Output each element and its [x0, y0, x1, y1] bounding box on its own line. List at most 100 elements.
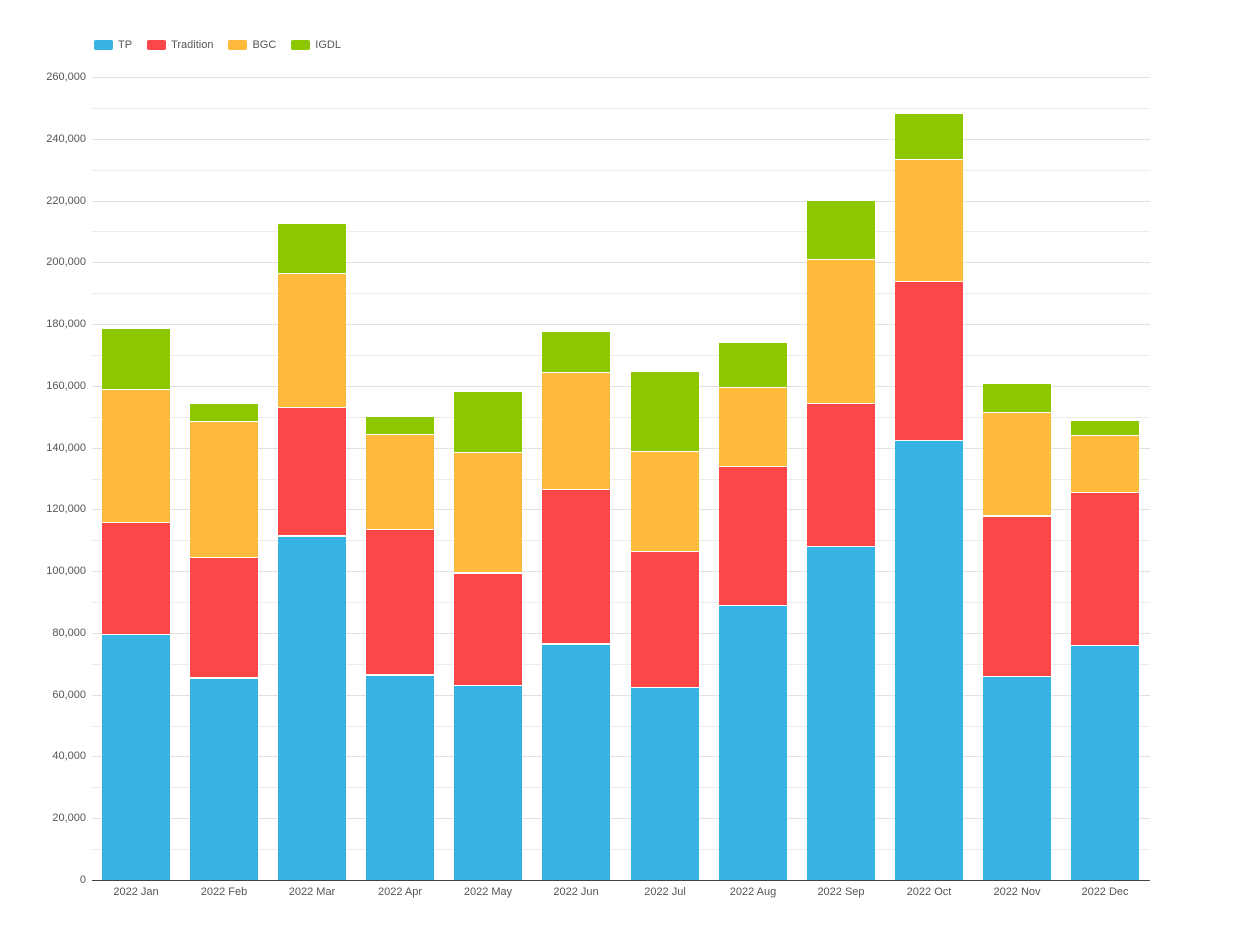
y-axis-label: 140,000 — [46, 442, 86, 454]
minor-gridline — [92, 849, 1150, 850]
bar-segment-tradition-2022-nov[interactable] — [983, 516, 1051, 677]
bar-segment-tp-2022-apr[interactable] — [366, 675, 434, 880]
bar-segment-tp-2022-mar[interactable] — [278, 536, 346, 880]
legend-label-tradition: Tradition — [171, 39, 214, 51]
bar-segment-bgc-2022-aug[interactable] — [719, 387, 787, 466]
bar-segment-tradition-2022-sep[interactable] — [807, 403, 875, 547]
bar-segment-bgc-2022-feb[interactable] — [190, 421, 258, 557]
major-gridline — [92, 818, 1150, 819]
segment-separator — [983, 412, 1051, 413]
major-gridline — [92, 571, 1150, 572]
bar-segment-tradition-2022-jul[interactable] — [631, 551, 699, 687]
bar-segment-bgc-2022-may[interactable] — [454, 452, 522, 572]
bar-segment-tradition-2022-apr[interactable] — [366, 529, 434, 674]
tp-swatch-icon — [94, 40, 113, 50]
bar-segment-tp-2022-feb[interactable] — [190, 678, 258, 880]
bar-segment-igdl-2022-mar[interactable] — [278, 224, 346, 273]
segment-separator — [895, 159, 963, 160]
minor-gridline — [92, 602, 1150, 603]
legend-item-tradition[interactable]: Tradition — [147, 39, 213, 51]
y-axis-label: 100,000 — [46, 565, 86, 577]
bar-segment-igdl-2022-apr[interactable] — [366, 417, 434, 434]
legend-item-bgc[interactable]: BGC — [228, 39, 276, 51]
segment-separator — [719, 605, 787, 606]
legend-item-igdl[interactable]: IGDL — [291, 39, 341, 51]
bar-segment-igdl-2022-jan[interactable] — [102, 329, 170, 389]
y-axis-label: 260,000 — [46, 71, 86, 83]
legend-item-tp[interactable]: TP — [94, 39, 132, 51]
segment-separator — [542, 489, 610, 490]
bar-segment-tp-2022-sep[interactable] — [807, 546, 875, 880]
bar-segment-tradition-2022-mar[interactable] — [278, 407, 346, 535]
y-axis-label: 0 — [79, 874, 86, 886]
bar-segment-tradition-2022-may[interactable] — [454, 573, 522, 686]
bar-segment-igdl-2022-oct[interactable] — [895, 114, 963, 159]
bar-segment-tradition-2022-dec[interactable] — [1071, 492, 1139, 645]
bar-segment-bgc-2022-oct[interactable] — [895, 159, 963, 281]
x-axis-label: 2022 Oct — [906, 886, 952, 898]
igdl-swatch-icon — [291, 40, 311, 50]
bar-segment-bgc-2022-dec[interactable] — [1071, 435, 1139, 492]
segment-separator — [719, 466, 787, 467]
minor-gridline — [92, 231, 1150, 232]
major-gridline — [92, 695, 1150, 696]
bar-segment-igdl-2022-aug[interactable] — [719, 343, 787, 388]
bar-segment-igdl-2022-may[interactable] — [454, 392, 522, 452]
major-gridline — [92, 262, 1150, 263]
bar-segment-igdl-2022-nov[interactable] — [983, 384, 1051, 412]
bar-segment-igdl-2022-jun[interactable] — [542, 332, 610, 372]
bar-segment-bgc-2022-sep[interactable] — [807, 259, 875, 403]
y-axis-label: 40,000 — [52, 750, 86, 762]
bar-segment-tradition-2022-jan[interactable] — [102, 522, 170, 635]
major-gridline — [92, 756, 1150, 757]
bar-segment-tradition-2022-aug[interactable] — [719, 466, 787, 605]
segment-separator — [542, 372, 610, 373]
bar-segment-igdl-2022-sep[interactable] — [807, 201, 875, 260]
minor-gridline — [92, 108, 1150, 109]
segment-separator — [454, 685, 522, 686]
bar-segment-tp-2022-dec[interactable] — [1071, 645, 1139, 880]
bar-segment-tp-2022-nov[interactable] — [983, 676, 1051, 880]
segment-separator — [366, 675, 434, 676]
bar-segment-tp-2022-jul[interactable] — [631, 687, 699, 880]
segment-separator — [1071, 435, 1139, 436]
segment-separator — [807, 403, 875, 404]
bar-segment-igdl-2022-jul[interactable] — [631, 372, 699, 451]
segment-separator — [102, 389, 170, 390]
bar-segment-bgc-2022-jun[interactable] — [542, 372, 610, 489]
segment-separator — [983, 516, 1051, 517]
bar-segment-bgc-2022-jan[interactable] — [102, 389, 170, 522]
minor-gridline — [92, 417, 1150, 418]
bar-segment-tp-2022-jun[interactable] — [542, 644, 610, 880]
major-gridline — [92, 77, 1150, 78]
segment-separator — [1071, 645, 1139, 646]
y-axis-label: 160,000 — [46, 380, 86, 392]
bar-segment-tp-2022-jan[interactable] — [102, 634, 170, 880]
minor-gridline — [92, 479, 1150, 480]
bar-segment-tp-2022-oct[interactable] — [895, 440, 963, 880]
bar-segment-bgc-2022-apr[interactable] — [366, 434, 434, 530]
legend-label-igdl: IGDL — [315, 39, 341, 51]
bar-segment-tradition-2022-jun[interactable] — [542, 489, 610, 643]
bar-segment-tradition-2022-feb[interactable] — [190, 557, 258, 677]
bar-segment-bgc-2022-jul[interactable] — [631, 451, 699, 551]
bar-segment-bgc-2022-mar[interactable] — [278, 273, 346, 407]
legend-label-tp: TP — [118, 39, 133, 51]
major-gridline — [92, 324, 1150, 325]
bar-segment-bgc-2022-nov[interactable] — [983, 412, 1051, 515]
segment-separator — [278, 536, 346, 537]
segment-separator — [102, 522, 170, 523]
y-axis-label: 200,000 — [46, 256, 86, 268]
bar-segment-tradition-2022-oct[interactable] — [895, 281, 963, 440]
minor-gridline — [92, 787, 1150, 788]
bar-segment-tp-2022-may[interactable] — [454, 685, 522, 880]
segment-separator — [895, 281, 963, 282]
bar-segment-tp-2022-aug[interactable] — [719, 605, 787, 880]
segment-separator — [278, 273, 346, 274]
bar-segment-igdl-2022-dec[interactable] — [1071, 421, 1139, 435]
segment-separator — [278, 407, 346, 408]
x-axis-label: 2022 Apr — [377, 886, 423, 898]
major-gridline — [92, 386, 1150, 387]
segment-separator — [190, 421, 258, 422]
bar-segment-igdl-2022-feb[interactable] — [190, 404, 258, 421]
